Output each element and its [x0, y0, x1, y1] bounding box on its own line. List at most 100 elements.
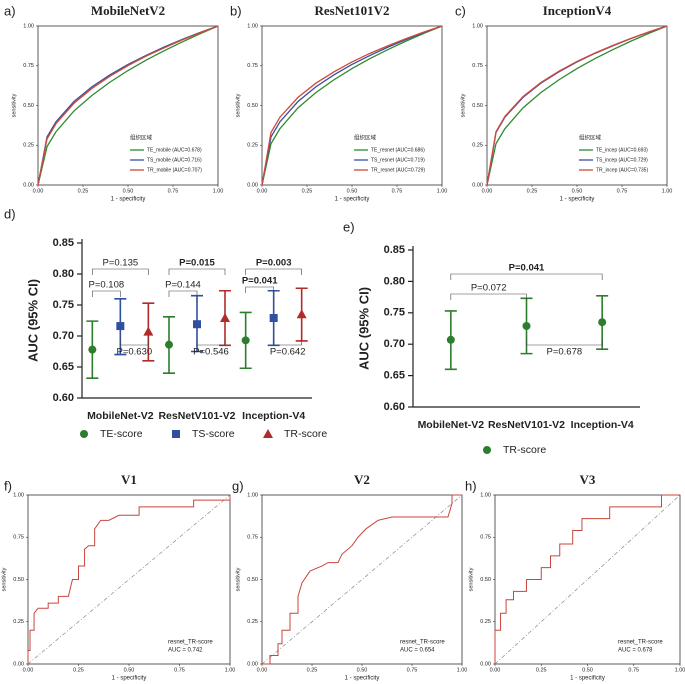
y-tick-label: 0.60 [53, 392, 74, 404]
panel-label: f) [4, 478, 12, 493]
y-axis-title: sensitivity [235, 93, 241, 117]
y-tick-label: 0.50 [247, 577, 258, 583]
x-axis-title: 1 - specificity [112, 676, 147, 682]
x-axis-title: 1 - specificity [111, 197, 146, 203]
panel-label: d) [4, 206, 16, 221]
p-value: P=0.642 [270, 347, 306, 358]
y-tick-label: 1.00 [480, 492, 491, 498]
legend-label: TS_mobile (AUC=0.716) [147, 157, 202, 163]
annotation: AUC = 0.654 [400, 648, 435, 654]
point-marker [143, 326, 154, 336]
point-marker [598, 318, 607, 327]
annotation: resnet_TR-score [618, 640, 663, 646]
x-tick-label: 1.00 [225, 667, 236, 673]
x-tick-label: 0.00 [33, 188, 44, 194]
significance-bracket [168, 268, 226, 275]
significance-bracket [120, 339, 149, 346]
annotation: AUC = 0.742 [168, 648, 203, 654]
y-tick-label: 1.00 [23, 23, 34, 29]
point-marker [296, 309, 307, 319]
y-tick-label: 0.75 [23, 63, 34, 69]
legend-marker [483, 446, 491, 454]
y-tick-label: 0.75 [13, 535, 24, 541]
chart-title: MobileNetV2 [91, 3, 165, 18]
x-tick-label: 0.00 [482, 188, 493, 194]
legend-title: 组织区域 [130, 133, 153, 141]
y-tick-label: 0.85 [384, 244, 405, 256]
p-value: P=0.041 [242, 276, 278, 287]
y-tick-label: 0.70 [384, 338, 405, 350]
legend-label: TE_mobile (AUC=0.678) [147, 147, 202, 153]
y-tick-label: 0.25 [247, 619, 258, 625]
p-value: P=0.678 [546, 347, 582, 358]
x-tick-label: ResNetV101-V2 [488, 419, 565, 431]
reference-diagonal [261, 494, 463, 665]
point-marker [269, 314, 278, 323]
annotation: AUC = 0.678 [618, 648, 653, 654]
chart-title: V1 [121, 472, 137, 487]
legend-label: TR-score [503, 444, 546, 456]
x-tick-label: 1.00 [675, 667, 685, 673]
point-marker [522, 321, 531, 330]
x-tick-label: 0.50 [123, 188, 134, 194]
p-value: P=0.041 [509, 263, 545, 274]
y-tick-label: 0.80 [53, 268, 74, 280]
roc-curve [37, 25, 219, 186]
annotation: resnet_TR-score [168, 640, 213, 646]
roc-curve [261, 25, 443, 186]
y-tick-label: 0.65 [384, 370, 405, 382]
y-tick-label: 0.25 [480, 619, 491, 625]
reference-diagonal [494, 494, 681, 665]
y-tick-label: 0.65 [53, 361, 74, 373]
legend-label: TE_resnet (AUC=0.686) [371, 147, 425, 153]
x-axis-title: 1 - specificity [335, 197, 370, 203]
point-marker [165, 340, 173, 349]
significance-bracket [196, 339, 226, 346]
y-tick-label: 0.85 [53, 237, 74, 249]
significance-bracket [245, 286, 274, 293]
legend-label: TR-score [284, 428, 327, 440]
legend-label: TR_mobile (AUC=0.707) [147, 167, 202, 173]
x-tick-label: Inception-V4 [571, 419, 634, 431]
y-tick-label: 0.25 [247, 143, 258, 149]
significance-bracket [526, 339, 603, 346]
y-axis-title: AUC (95% CI) [25, 279, 40, 362]
roc-curve [27, 495, 231, 664]
y-tick-label: 0.75 [384, 307, 405, 319]
y-tick-label: 0.25 [13, 619, 24, 625]
y-tick-label: 0.25 [23, 143, 34, 149]
reference-diagonal [27, 494, 231, 665]
chart-title: InceptionV4 [543, 3, 612, 18]
x-tick-label: 0.50 [124, 667, 135, 673]
x-tick-label: 0.00 [23, 667, 34, 673]
roc-curve [486, 25, 668, 186]
x-tick-label: 0.25 [73, 667, 84, 673]
x-tick-label: 0.50 [357, 667, 368, 673]
y-axis-title: sensitivity [468, 567, 474, 591]
y-tick-label: 0.50 [23, 103, 34, 109]
annotation: resnet_TR-score [400, 640, 445, 646]
legend-marker [80, 430, 88, 438]
x-tick-label: 0.25 [302, 188, 313, 194]
y-tick-label: 0.75 [247, 63, 258, 69]
y-tick-label: 1.00 [472, 23, 483, 29]
x-tick-label: MobileNet-V2 [418, 419, 485, 431]
y-tick-label: 0.70 [53, 330, 74, 342]
x-tick-label: 0.25 [307, 667, 318, 673]
x-tick-label: 0.00 [257, 188, 268, 194]
legend-marker [263, 429, 273, 438]
panel-label: e) [343, 219, 355, 234]
significance-bracket [273, 339, 302, 346]
panel-label: a) [4, 3, 16, 18]
y-axis-title: sensitivity [1, 567, 7, 591]
legend-title: 组织区域 [579, 133, 602, 141]
x-tick-label: 0.25 [78, 188, 89, 194]
panel-label: g) [232, 478, 244, 493]
chart-title: V3 [580, 472, 596, 487]
significance-bracket [92, 268, 149, 275]
panel-label: b) [230, 3, 242, 18]
significance-bracket [450, 293, 527, 300]
x-tick-label: ResNetV101-V2 [158, 410, 235, 422]
point-marker [446, 335, 455, 344]
point-marker [88, 345, 97, 354]
